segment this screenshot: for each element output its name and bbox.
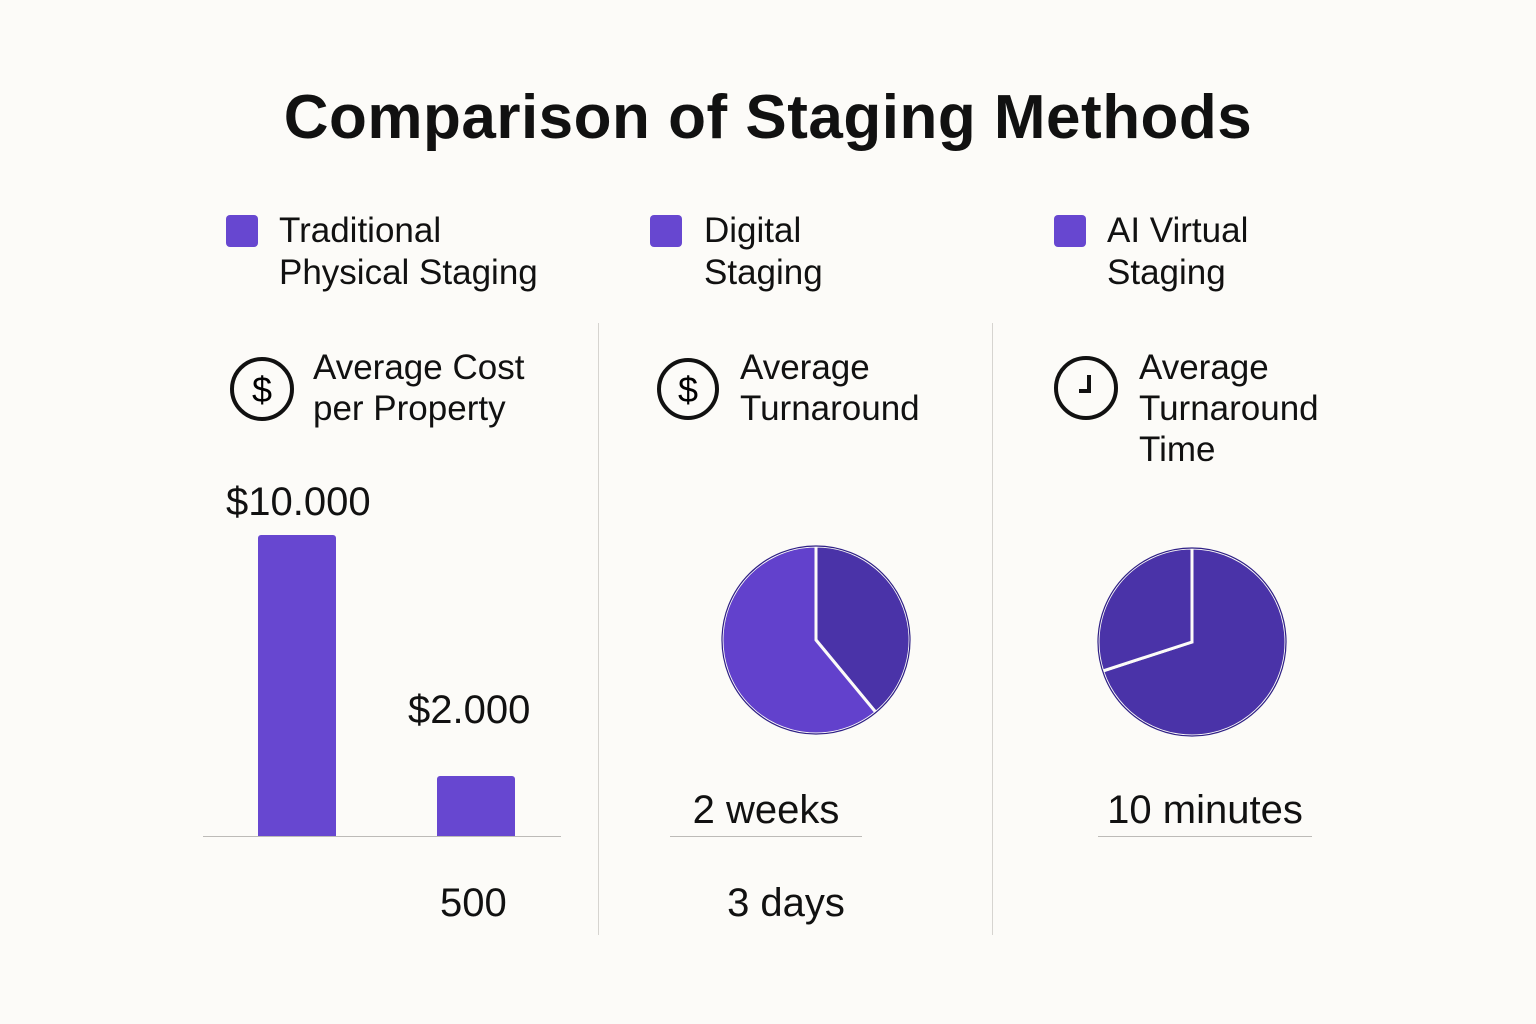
dollar-icon: $ bbox=[657, 358, 719, 420]
legend-label: Physical Staging bbox=[279, 253, 538, 292]
page-title: Comparison of Staging Methods bbox=[283, 83, 1253, 152]
heading-line: per Property bbox=[313, 389, 506, 428]
legend-swatch-digital bbox=[650, 215, 682, 247]
heading-line: Turnaround bbox=[740, 389, 920, 428]
heading-line: Time bbox=[1139, 430, 1216, 469]
pie-chart-ai bbox=[1096, 546, 1288, 738]
heading-line: Average bbox=[1139, 348, 1269, 387]
pie-label: 2 weeks bbox=[692, 788, 840, 832]
bar-axis bbox=[203, 836, 561, 837]
pie-outline bbox=[721, 545, 911, 735]
bar-traditional bbox=[258, 535, 336, 836]
legend-label: Traditional bbox=[279, 211, 442, 250]
panel-heading-turnaround-time: Average Turnaround Time bbox=[1139, 347, 1319, 470]
pie-underline bbox=[1098, 836, 1312, 837]
pie-outline bbox=[1097, 547, 1287, 737]
pie-label: 10 minutes bbox=[1107, 788, 1303, 832]
bar-label: $10.000 bbox=[226, 480, 371, 524]
svg-text:$: $ bbox=[252, 369, 272, 410]
heading-line: Average bbox=[740, 348, 870, 387]
panel-heading-cost: Average Cost per Property bbox=[313, 347, 524, 429]
pie-label: 3 days bbox=[727, 881, 845, 925]
divider bbox=[992, 323, 993, 935]
dollar-icon: $ bbox=[230, 357, 294, 421]
bar-digital bbox=[437, 775, 515, 836]
heading-line: Turnaround bbox=[1139, 389, 1319, 428]
legend-label: Digital bbox=[704, 211, 802, 250]
bar-label: $2.000 bbox=[408, 688, 531, 732]
legend-label: Staging bbox=[1107, 253, 1226, 292]
legend-swatch-traditional bbox=[226, 215, 258, 247]
panel-heading-turnaround: Average Turnaround bbox=[740, 347, 920, 429]
legend-digital: Digital Staging bbox=[704, 210, 823, 294]
clock-icon bbox=[1054, 356, 1118, 420]
svg-text:$: $ bbox=[678, 369, 698, 410]
heading-line: Average Cost bbox=[313, 348, 525, 387]
legend-label: Staging bbox=[704, 253, 823, 292]
legend-traditional: Traditional Physical Staging bbox=[279, 210, 538, 294]
divider bbox=[598, 323, 599, 935]
legend-swatch-ai bbox=[1054, 215, 1086, 247]
bar-extra-label: 500 bbox=[440, 881, 507, 925]
pie-chart-digital bbox=[720, 544, 912, 736]
pie-underline bbox=[670, 836, 862, 837]
legend-ai: AI Virtual Staging bbox=[1107, 210, 1248, 294]
legend-label: AI Virtual bbox=[1107, 211, 1249, 250]
